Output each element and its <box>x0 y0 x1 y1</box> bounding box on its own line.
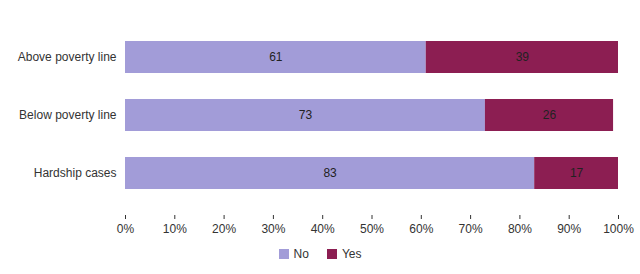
svg-text:Below poverty line: Below poverty line <box>19 108 117 122</box>
svg-text:10%: 10% <box>163 222 187 236</box>
svg-text:0%: 0% <box>117 222 135 236</box>
svg-text:50%: 50% <box>360 222 384 236</box>
svg-text:73: 73 <box>299 108 313 122</box>
svg-text:17: 17 <box>570 166 584 180</box>
html-text:Yes: Yes <box>341 247 362 261</box>
svg-text:70%: 70% <box>459 222 483 236</box>
svg-text:20%: 20% <box>212 222 236 236</box>
svg-text:30%: 30% <box>261 222 285 236</box>
svg-text:61: 61 <box>269 50 283 64</box>
svg-text:80%: 80% <box>508 222 532 236</box>
svg-text:90%: 90% <box>557 222 581 236</box>
svg-text:Hardship cases: Hardship cases <box>34 166 117 180</box>
svg-text:39: 39 <box>516 50 530 64</box>
svg-text:60%: 60% <box>409 222 433 236</box>
svg-text:Above poverty line: Above poverty line <box>18 50 117 64</box>
svg-text:83: 83 <box>323 166 337 180</box>
html-text:No: No <box>293 247 309 261</box>
svg-text:100%: 100% <box>603 222 634 236</box>
svg-text:26: 26 <box>543 108 557 122</box>
svg-text:40%: 40% <box>311 222 335 236</box>
